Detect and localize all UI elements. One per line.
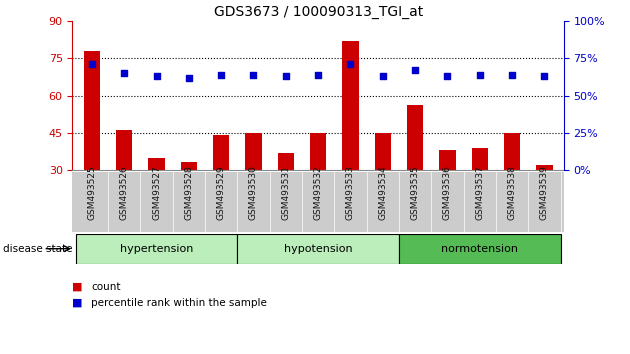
Bar: [278, 153, 294, 170]
Point: [442, 73, 452, 79]
Bar: [399, 234, 561, 264]
Bar: [375, 133, 391, 170]
Bar: [439, 150, 455, 170]
Bar: [213, 135, 229, 170]
Bar: [181, 162, 197, 170]
Bar: [536, 165, 553, 170]
Bar: [116, 130, 132, 170]
Text: ■: ■: [72, 298, 83, 308]
Bar: [149, 158, 164, 170]
Bar: [504, 133, 520, 170]
Point: [507, 72, 517, 78]
Point: [313, 72, 323, 78]
Point: [475, 72, 485, 78]
Text: hypotension: hypotension: [284, 244, 352, 254]
Text: disease state: disease state: [3, 244, 72, 254]
Bar: [246, 133, 261, 170]
Point: [87, 62, 97, 67]
Point: [281, 73, 291, 79]
Point: [539, 73, 549, 79]
Bar: [310, 133, 326, 170]
Bar: [84, 51, 100, 170]
Point: [184, 75, 194, 81]
Title: GDS3673 / 100090313_TGI_at: GDS3673 / 100090313_TGI_at: [214, 5, 423, 19]
Text: ■: ■: [72, 282, 83, 292]
Point: [345, 62, 355, 67]
Text: hypertension: hypertension: [120, 244, 193, 254]
Point: [216, 72, 226, 78]
Bar: [472, 148, 488, 170]
Bar: [76, 234, 238, 264]
Text: count: count: [91, 282, 121, 292]
Text: percentile rank within the sample: percentile rank within the sample: [91, 298, 267, 308]
Bar: [342, 41, 358, 170]
Point: [119, 70, 129, 76]
Point: [151, 73, 161, 79]
Point: [378, 73, 388, 79]
Point: [248, 72, 258, 78]
Text: normotension: normotension: [441, 244, 518, 254]
Bar: [238, 234, 399, 264]
Bar: [407, 105, 423, 170]
Point: [410, 68, 420, 73]
